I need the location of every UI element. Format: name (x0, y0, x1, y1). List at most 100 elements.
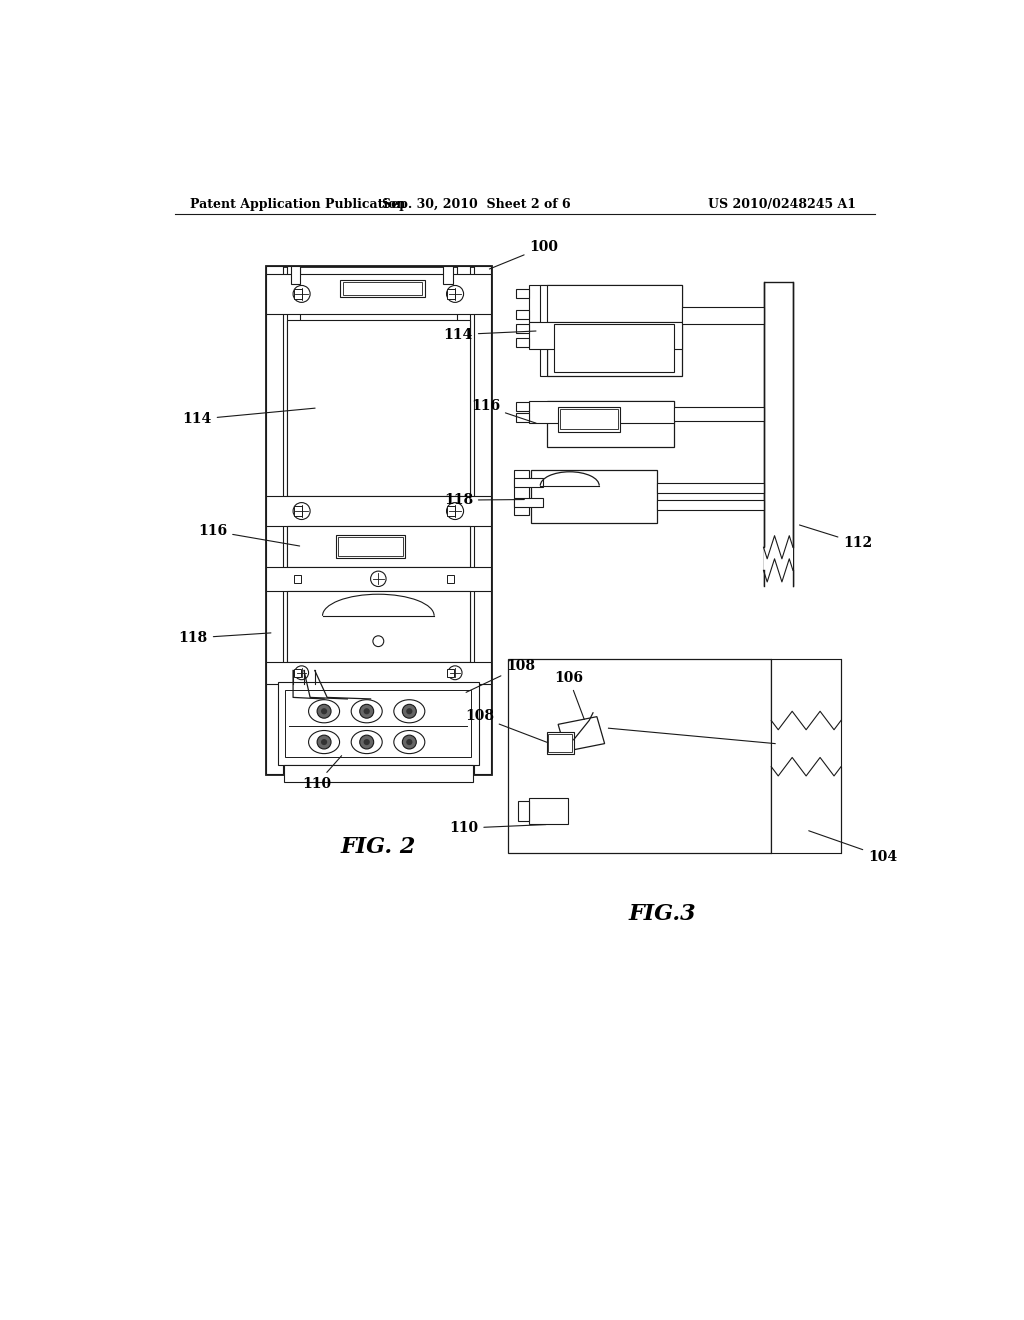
Circle shape (359, 705, 374, 718)
Bar (529, 797, 568, 825)
Bar (447, 669, 455, 677)
Bar (764, 548, 793, 590)
Bar (541, 285, 547, 376)
Bar (682, 308, 764, 323)
Bar (515, 310, 529, 319)
Ellipse shape (308, 730, 340, 754)
Bar (340, 280, 425, 297)
Circle shape (407, 739, 413, 744)
Circle shape (364, 708, 370, 714)
Circle shape (321, 708, 328, 714)
Bar (560, 409, 617, 429)
Bar (336, 535, 406, 558)
Bar (287, 267, 300, 775)
Circle shape (446, 285, 464, 302)
Text: 112: 112 (800, 525, 872, 550)
Bar (514, 470, 529, 515)
Bar (266, 267, 283, 775)
Bar (764, 281, 793, 586)
Text: 118: 118 (179, 631, 271, 645)
Bar (474, 267, 490, 775)
Text: 116: 116 (471, 399, 537, 424)
Bar (457, 267, 470, 775)
Bar (266, 267, 490, 775)
Bar (443, 267, 453, 284)
Bar (447, 507, 455, 516)
Circle shape (359, 735, 374, 748)
Bar (554, 323, 675, 372)
Text: 106: 106 (554, 671, 585, 719)
Bar (515, 323, 529, 333)
Circle shape (317, 705, 331, 718)
Text: 110: 110 (302, 755, 342, 791)
Circle shape (371, 572, 386, 586)
Bar (548, 734, 572, 752)
Bar (656, 483, 764, 494)
Bar (773, 721, 840, 789)
Bar (531, 470, 656, 523)
Bar (294, 507, 302, 516)
Bar (266, 275, 490, 314)
Bar (338, 537, 403, 556)
Bar (529, 401, 675, 422)
Bar (558, 407, 621, 432)
Bar (291, 267, 300, 284)
Text: 114: 114 (443, 327, 536, 342)
Polygon shape (558, 717, 604, 751)
Bar (294, 669, 301, 677)
Bar (515, 413, 529, 422)
Text: 116: 116 (198, 524, 300, 546)
Bar (287, 527, 470, 566)
Circle shape (446, 503, 464, 520)
Bar (547, 285, 682, 376)
Ellipse shape (394, 700, 425, 723)
Text: 104: 104 (809, 830, 897, 863)
Bar (547, 401, 675, 447)
Text: 110: 110 (450, 821, 546, 836)
Circle shape (317, 735, 331, 748)
Bar (514, 498, 544, 507)
Bar (287, 321, 470, 496)
Bar (771, 659, 841, 853)
Text: FIG. 2: FIG. 2 (341, 836, 416, 858)
Text: Patent Application Publication: Patent Application Publication (190, 198, 406, 211)
Text: US 2010/0248245 A1: US 2010/0248245 A1 (709, 198, 856, 211)
Bar (447, 576, 455, 582)
Bar (515, 403, 529, 411)
Bar (294, 576, 301, 582)
Bar (656, 499, 764, 511)
Text: 108: 108 (466, 660, 536, 693)
Text: 118: 118 (443, 494, 524, 507)
Bar (284, 766, 473, 781)
Text: FIG.3: FIG.3 (629, 903, 696, 925)
Bar (266, 566, 490, 591)
Ellipse shape (308, 700, 340, 723)
Bar (343, 282, 422, 294)
Bar (286, 689, 471, 758)
Text: 114: 114 (182, 408, 315, 426)
Bar (529, 322, 682, 350)
Circle shape (364, 739, 370, 744)
Circle shape (373, 636, 384, 647)
Ellipse shape (394, 730, 425, 754)
Bar (675, 407, 764, 421)
Bar (287, 591, 470, 663)
Circle shape (449, 665, 462, 680)
Circle shape (402, 705, 417, 718)
Text: 100: 100 (489, 240, 558, 269)
Bar (547, 733, 573, 754)
Bar (514, 478, 544, 487)
Text: 108: 108 (465, 710, 548, 743)
Ellipse shape (351, 700, 382, 723)
Bar (294, 289, 302, 298)
Text: Sep. 30, 2010  Sheet 2 of 6: Sep. 30, 2010 Sheet 2 of 6 (382, 198, 571, 211)
Bar (266, 663, 490, 684)
Bar (515, 289, 529, 298)
Circle shape (295, 665, 308, 680)
Bar (518, 801, 529, 821)
Bar (529, 285, 682, 322)
Bar (515, 338, 529, 347)
Ellipse shape (351, 730, 382, 754)
Circle shape (321, 739, 328, 744)
Circle shape (293, 503, 310, 520)
